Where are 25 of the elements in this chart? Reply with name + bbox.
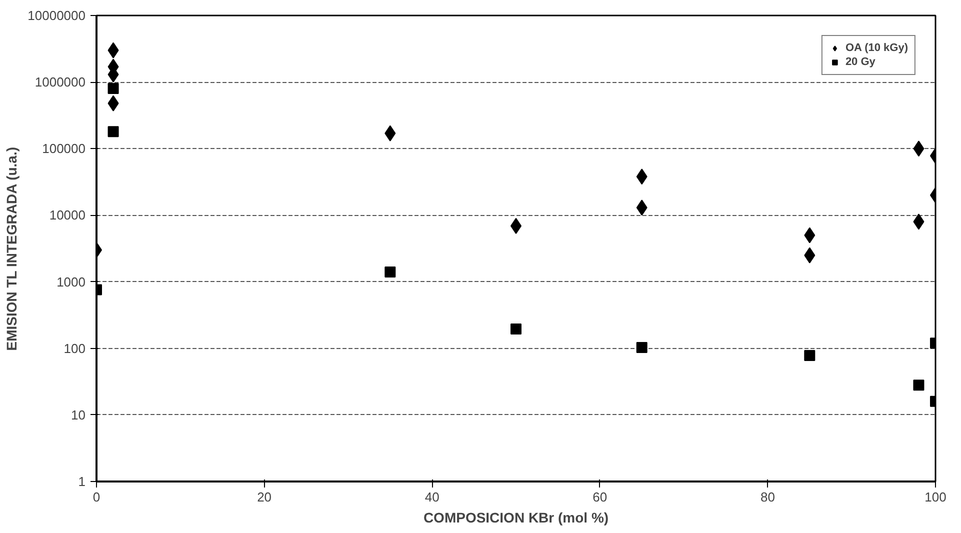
point bbox=[108, 83, 119, 94]
point bbox=[108, 126, 119, 138]
y-tick-label: 10000000 bbox=[28, 8, 86, 23]
x-tick-label: 100 bbox=[924, 490, 946, 504]
x-tick-label: 20 bbox=[257, 490, 272, 504]
legend-label: OA (10 kGy) bbox=[845, 42, 908, 54]
x-axis-title: COMPOSICION KBr (mol %) bbox=[423, 510, 609, 526]
legend-label: 20 Gy bbox=[845, 56, 876, 68]
point bbox=[913, 380, 924, 391]
y-tick-label: 10 bbox=[71, 407, 86, 422]
x-tick-label: 40 bbox=[424, 490, 440, 504]
y-axis-title: EMISION TL INTEGRADA (u.a.) bbox=[4, 146, 20, 351]
y-tick-label: 10000 bbox=[49, 208, 86, 223]
point bbox=[384, 266, 396, 278]
x-tick-label: 60 bbox=[592, 490, 608, 504]
y-tick-label: 1000 bbox=[56, 274, 86, 290]
x-tick-label: 80 bbox=[760, 490, 775, 504]
y-tick-label: 100 bbox=[64, 340, 86, 356]
x-tick-label: 0 bbox=[92, 490, 100, 504]
point bbox=[804, 350, 816, 362]
point bbox=[636, 342, 648, 354]
y-tick-label: 1 bbox=[78, 474, 86, 489]
y-tick-label: 100000 bbox=[42, 141, 86, 156]
point bbox=[510, 324, 522, 335]
y-tick-label: 1000000 bbox=[34, 74, 86, 90]
